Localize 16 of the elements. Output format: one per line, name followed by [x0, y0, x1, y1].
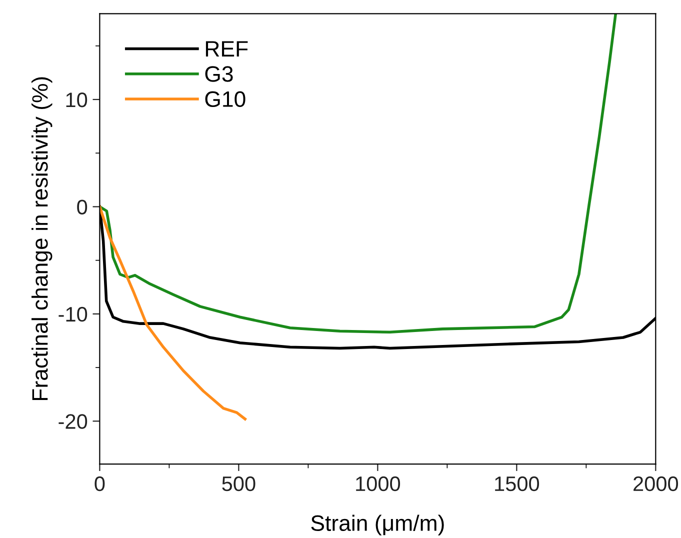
y-tick-label: 0 [77, 200, 88, 214]
legend-label: G3 [205, 66, 233, 82]
x-axis-title: Strain (μm/m) [311, 514, 444, 536]
line-series [100, 14, 618, 334]
x-tick-label: 500 [222, 476, 256, 492]
x-tick-label: 2000 [634, 476, 678, 492]
line-series [100, 205, 246, 420]
y-tick-label: -10 [58, 306, 88, 322]
y-tick-label: 10 [66, 92, 88, 108]
legend-label: G10 [205, 91, 246, 108]
legend-label: REF [206, 41, 248, 56]
x-tick-label: 0 [94, 476, 105, 492]
x-tick-label: 1500 [495, 476, 540, 492]
y-tick-label: -20 [58, 414, 88, 429]
y-axis-title: Fractinal change in resistivity (%) [32, 77, 52, 400]
x-tick-label: 1000 [356, 476, 400, 492]
